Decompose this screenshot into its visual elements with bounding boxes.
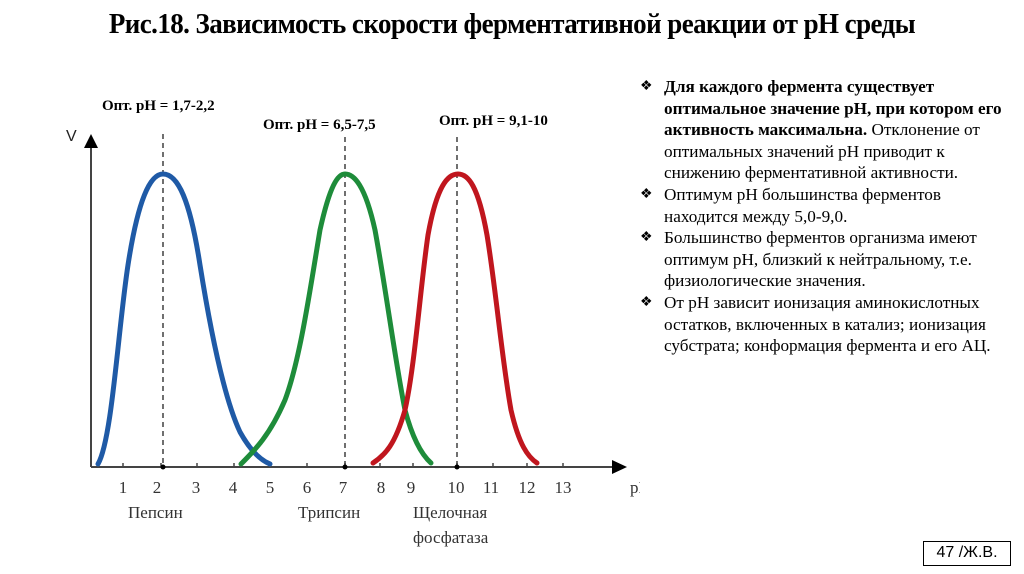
svg-text:5: 5 — [266, 478, 275, 497]
x-axis-arrow-icon — [612, 460, 627, 474]
bullet-item: ❖ Оптимум pH большинства ферментов наход… — [640, 184, 941, 226]
diamond-bullet-icon: ❖ — [640, 230, 653, 246]
enzyme-label-pepsin: Пепсин — [128, 503, 183, 522]
enzyme-label-alkaline: Щелочная — [413, 503, 487, 522]
curve-alkaline-phosphatase — [370, 171, 540, 466]
svg-text:3: 3 — [192, 478, 201, 497]
optimum-label-pepsin: Опт. pH = 1,7-2,2 — [102, 98, 215, 114]
diamond-bullet-icon: ❖ — [640, 186, 653, 202]
svg-text:13: 13 — [555, 478, 572, 497]
svg-text:1: 1 — [119, 478, 128, 497]
bullet-item: ❖ От pH зависит ионизация аминокислотных… — [640, 292, 991, 356]
x-axis-label: pH — [630, 478, 640, 497]
svg-text:9: 9 — [407, 478, 416, 497]
curve-pepsin — [95, 171, 273, 467]
ph-activity-chart: V pH 1 2 3 4 5 6 7 8 9 10 11 12 13 Опт. … — [66, 98, 640, 547]
bullet-list: ❖ Для каждого фермента существует оптима… — [640, 76, 1012, 357]
x-tick-labels: 1 2 3 4 5 6 7 8 9 10 11 12 13 — [119, 478, 572, 497]
enzyme-label-trypsin: Трипсин — [298, 503, 360, 522]
svg-text:6: 6 — [303, 478, 312, 497]
page-number-box: 47 /Ж.В. — [923, 541, 1011, 566]
enzyme-label-phosphatase: фосфатаза — [413, 528, 489, 547]
diamond-bullet-icon: ❖ — [640, 79, 653, 94]
svg-text:12: 12 — [519, 478, 536, 497]
bullet-item: ❖ Для каждого фермента существует оптима… — [640, 77, 1002, 183]
slide-title: Рис.18. Зависимость скорости ферментатив… — [108, 8, 916, 40]
svg-text:2: 2 — [153, 478, 162, 497]
diamond-bullet-icon: ❖ — [640, 294, 653, 310]
curve-trypsin — [238, 171, 434, 467]
svg-text:4: 4 — [229, 478, 238, 497]
svg-text:11: 11 — [483, 478, 499, 497]
optimum-label-phosphatase: Опт. pH = 9,1-10 — [439, 113, 548, 129]
optimum-label-trypsin: Опт. pH = 6,5-7,5 — [263, 117, 376, 133]
y-axis-label: V — [66, 128, 77, 145]
svg-text:7: 7 — [339, 478, 348, 497]
svg-text:10: 10 — [448, 478, 465, 497]
y-axis-arrow-icon — [84, 134, 98, 148]
svg-text:8: 8 — [377, 478, 386, 497]
bullet-item: ❖ Большинство ферментов организма имеют … — [640, 228, 977, 291]
